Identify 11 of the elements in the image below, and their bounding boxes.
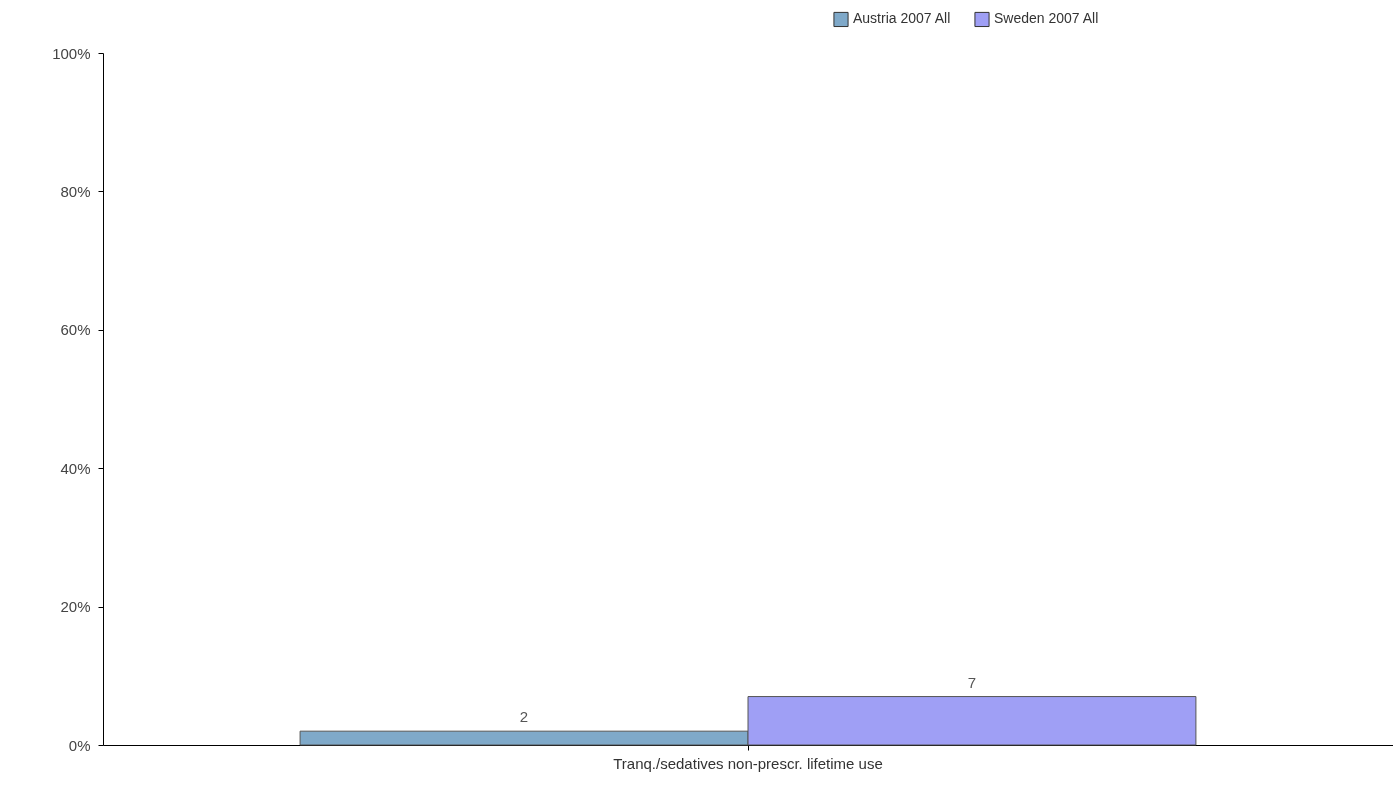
data-label: 2 [519,708,529,726]
y-tick-label: 100% [52,44,91,62]
data-label: 7 [967,673,977,691]
y-tick-label: 60% [60,321,91,339]
legend-label: Austria 2007 All [853,10,951,27]
legend-label: Sweden 2007 All [994,10,1099,27]
y-tick-label: 20% [60,598,91,616]
y-tick-label: 40% [60,459,91,477]
y-tick-label: 0% [68,736,91,754]
y-tick-label: 80% [60,182,91,200]
x-tick-label: Tranq./sedatives non-prescr. lifetime use [613,754,883,772]
